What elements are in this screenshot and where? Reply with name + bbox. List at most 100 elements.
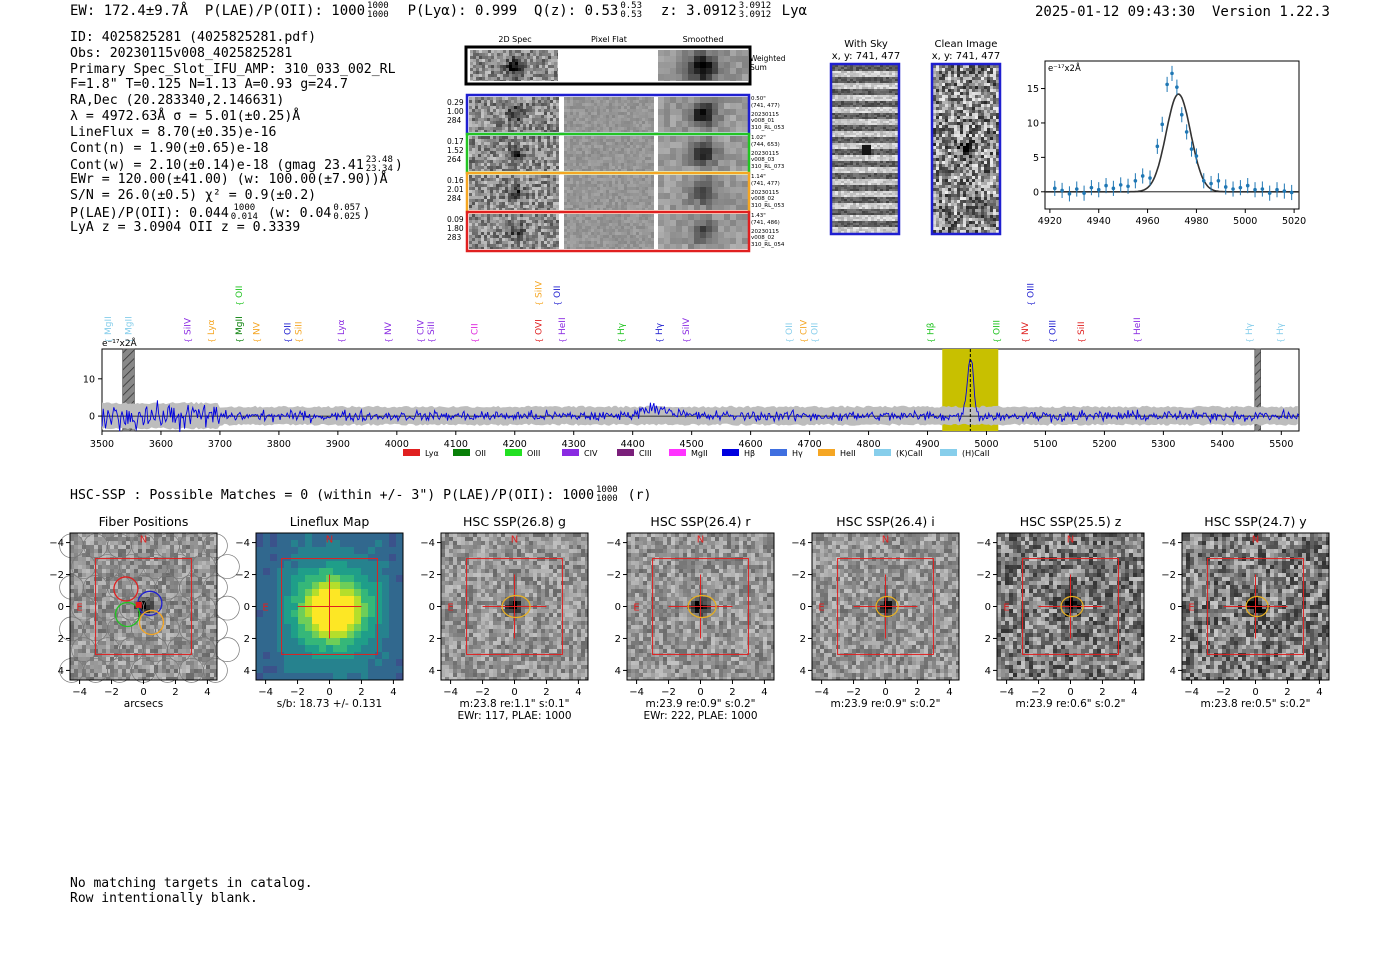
- noise-pixel: [502, 115, 505, 118]
- noise-pixel: [615, 238, 618, 241]
- sky-pixel: [853, 129, 856, 131]
- noise-pixel: [606, 235, 609, 238]
- sky-pixel: [853, 73, 856, 75]
- noise-pixel: [532, 145, 535, 148]
- noise-pixel: [651, 193, 654, 196]
- noise-pixel: [570, 121, 573, 124]
- sky-pixel: [853, 91, 856, 93]
- noise-pixel: [469, 142, 472, 145]
- noise-pixel: [523, 154, 526, 157]
- noise-pixel: [526, 127, 529, 130]
- noise-pixel: [506, 59, 509, 62]
- sky-pixel: [886, 145, 889, 147]
- sky-pixel: [862, 85, 865, 87]
- noise-pixel: [508, 217, 511, 220]
- noise-pixel: [469, 145, 472, 148]
- noise-pixel: [508, 163, 511, 166]
- sky-pixel: [877, 67, 880, 69]
- row-r4: v008_01: [751, 118, 775, 124]
- sky-pixel: [886, 95, 889, 97]
- noise-pixel: [551, 59, 554, 62]
- col-smoothed: Smoothed: [683, 35, 724, 44]
- noise-pixel: [615, 235, 618, 238]
- noise-pixel: [645, 196, 648, 199]
- sky-pixel: [835, 165, 838, 167]
- noise-pixel: [493, 190, 496, 193]
- noise-pixel: [633, 118, 636, 121]
- noise-pixel: [532, 148, 535, 151]
- noise-pixel: [633, 160, 636, 163]
- noise-pixel: [594, 187, 597, 190]
- noise-pixel: [505, 196, 508, 199]
- sky-pixel: [835, 169, 838, 171]
- sky-pixel: [853, 109, 856, 111]
- noise-pixel: [594, 238, 597, 241]
- noise-pixel: [706, 109, 712, 115]
- sky-pixel: [871, 65, 874, 67]
- noise-pixel: [582, 214, 585, 217]
- noise-pixel: [470, 65, 473, 68]
- sky-pixel: [850, 169, 853, 171]
- noise-pixel: [688, 136, 694, 142]
- noise-pixel: [505, 163, 508, 166]
- noise-pixel: [627, 208, 630, 210]
- noise-pixel: [642, 115, 645, 118]
- noise-pixel: [520, 109, 523, 112]
- noise-pixel: [636, 217, 639, 220]
- noise-pixel: [514, 229, 517, 232]
- sky-pixel: [892, 121, 895, 123]
- noise-pixel: [579, 241, 582, 244]
- noise-pixel: [573, 247, 576, 249]
- noise-pixel: [514, 148, 517, 151]
- noise-pixel: [712, 80, 718, 81]
- noise-pixel: [564, 163, 567, 166]
- noise-pixel: [648, 109, 651, 112]
- noise-pixel: [556, 169, 559, 171]
- noise-pixel: [700, 175, 706, 181]
- sky-pixel: [853, 147, 856, 149]
- noise-pixel: [630, 148, 633, 151]
- noise-pixel: [609, 136, 612, 139]
- noise-pixel: [664, 109, 670, 115]
- sky-pixel: [856, 89, 859, 91]
- noise-pixel: [564, 235, 567, 238]
- sky-pixel: [844, 75, 847, 77]
- noise-pixel: [541, 118, 544, 121]
- noise-pixel: [588, 187, 591, 190]
- noise-pixel: [544, 184, 547, 187]
- noise-pixel: [469, 100, 472, 103]
- noise-pixel: [618, 205, 621, 208]
- noise-pixel: [533, 74, 536, 77]
- noise-pixel: [493, 247, 496, 249]
- noise-pixel: [627, 232, 630, 235]
- noise-pixel: [526, 151, 529, 154]
- sky-pixel: [871, 153, 874, 155]
- noise-pixel: [670, 244, 676, 249]
- sky-pixel: [886, 117, 889, 119]
- noise-pixel: [612, 112, 615, 115]
- sky-pixel: [889, 171, 892, 173]
- noise-pixel: [475, 220, 478, 223]
- sky-pixel: [874, 147, 877, 149]
- noise-pixel: [567, 238, 570, 241]
- noise-pixel: [633, 142, 636, 145]
- noise-pixel: [502, 190, 505, 193]
- noise-pixel: [553, 106, 556, 109]
- noise-pixel: [541, 154, 544, 157]
- noise-pixel: [520, 178, 523, 181]
- sky-pixel: [850, 127, 853, 129]
- noise-pixel: [642, 154, 645, 157]
- noise-pixel: [538, 157, 541, 160]
- noise-pixel: [478, 136, 481, 139]
- noise-pixel: [570, 115, 573, 118]
- noise-pixel: [496, 145, 499, 148]
- noise-pixel: [541, 166, 544, 169]
- sky-pixel: [880, 77, 883, 79]
- sky-pixel: [877, 123, 880, 125]
- noise-pixel: [688, 175, 694, 181]
- noise-pixel: [645, 199, 648, 202]
- noise-pixel: [533, 53, 536, 56]
- noise-pixel: [547, 238, 550, 241]
- noise-pixel: [514, 130, 517, 132]
- noise-pixel: [600, 112, 603, 115]
